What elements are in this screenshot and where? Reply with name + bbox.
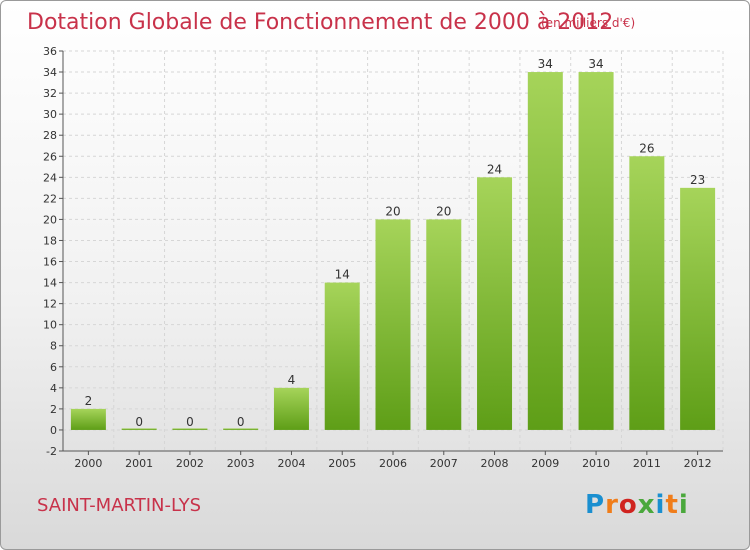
x-tick-label: 2000 [74, 457, 102, 470]
logo-letter: x [637, 490, 656, 520]
y-tick-label: -2 [46, 445, 57, 458]
y-tick-label: 14 [43, 277, 57, 290]
bar-2010 [578, 72, 614, 430]
bar-2012 [680, 187, 716, 430]
value-label: 0 [135, 415, 143, 429]
chart-title: Dotation Globale de Fonctionnement de 20… [27, 10, 614, 35]
logo-letter: r [605, 490, 619, 520]
value-label: 0 [237, 415, 245, 429]
y-tick-label: 30 [43, 108, 57, 121]
y-tick-label: 28 [43, 129, 57, 142]
value-label: 4 [288, 373, 296, 387]
y-tick-label: 12 [43, 298, 57, 311]
x-tick-label: 2001 [125, 457, 153, 470]
y-tick-label: 8 [50, 340, 57, 353]
bar-2003 [223, 428, 259, 430]
bar-2004 [273, 387, 309, 430]
value-label: 20 [385, 204, 400, 218]
value-label: 2 [85, 394, 93, 408]
y-tick-label: 36 [43, 45, 57, 58]
y-tick-label: 32 [43, 87, 57, 100]
y-tick-label: 26 [43, 150, 57, 163]
bar-2008 [477, 177, 513, 430]
logo-letter: i [678, 490, 689, 520]
bar-2006 [375, 219, 411, 430]
logo-letter: i [655, 490, 666, 520]
commune-name: SAINT-MARTIN-LYS [37, 495, 202, 516]
y-tick-label: 16 [43, 256, 57, 269]
value-label: 23 [690, 173, 705, 187]
x-tick-label: 2011 [633, 457, 661, 470]
bar-2009 [527, 72, 563, 430]
x-tick-label: 2005 [328, 457, 356, 470]
x-tick-label: 2012 [684, 457, 712, 470]
y-tick-label: 22 [43, 192, 57, 205]
x-tick-label: 2006 [379, 457, 407, 470]
bar-2000 [70, 408, 106, 430]
value-label: 14 [335, 268, 350, 282]
y-tick-label: 6 [50, 361, 57, 374]
bar-2002 [172, 428, 208, 430]
bar-2011 [629, 156, 665, 430]
value-label: 0 [186, 415, 194, 429]
proxiti-logo[interactable]: Proxiti [585, 490, 689, 520]
x-tick-label: 2007 [430, 457, 458, 470]
value-label: 34 [538, 57, 553, 71]
y-tick-label: 18 [43, 234, 57, 247]
y-tick-label: 0 [50, 424, 57, 437]
value-label: 26 [639, 141, 654, 155]
logo-letter: P [585, 490, 606, 520]
bars [70, 72, 716, 430]
chart-unit: (en milliers d'€) [541, 16, 636, 30]
x-tick-label: 2003 [227, 457, 255, 470]
logo-letter: o [618, 490, 638, 520]
x-tick-label: 2008 [481, 457, 509, 470]
y-tick-label: 34 [43, 66, 57, 79]
x-tick-label: 2002 [176, 457, 204, 470]
x-tick-label: 2004 [277, 457, 305, 470]
y-tick-label: 24 [43, 171, 57, 184]
bar-2007 [426, 219, 462, 430]
bar-2001 [121, 428, 157, 430]
y-tick-label: 10 [43, 319, 57, 332]
x-tick-label: 2010 [582, 457, 610, 470]
y-tick-label: 2 [50, 403, 57, 416]
value-label: 34 [588, 57, 603, 71]
y-tick-label: 20 [43, 213, 57, 226]
x-tick-label: 2009 [531, 457, 559, 470]
y-tick-label: 4 [50, 382, 57, 395]
bar-2005 [324, 282, 360, 430]
value-label: 20 [436, 204, 451, 218]
value-label: 24 [487, 162, 502, 176]
logo-letter: t [665, 490, 679, 520]
